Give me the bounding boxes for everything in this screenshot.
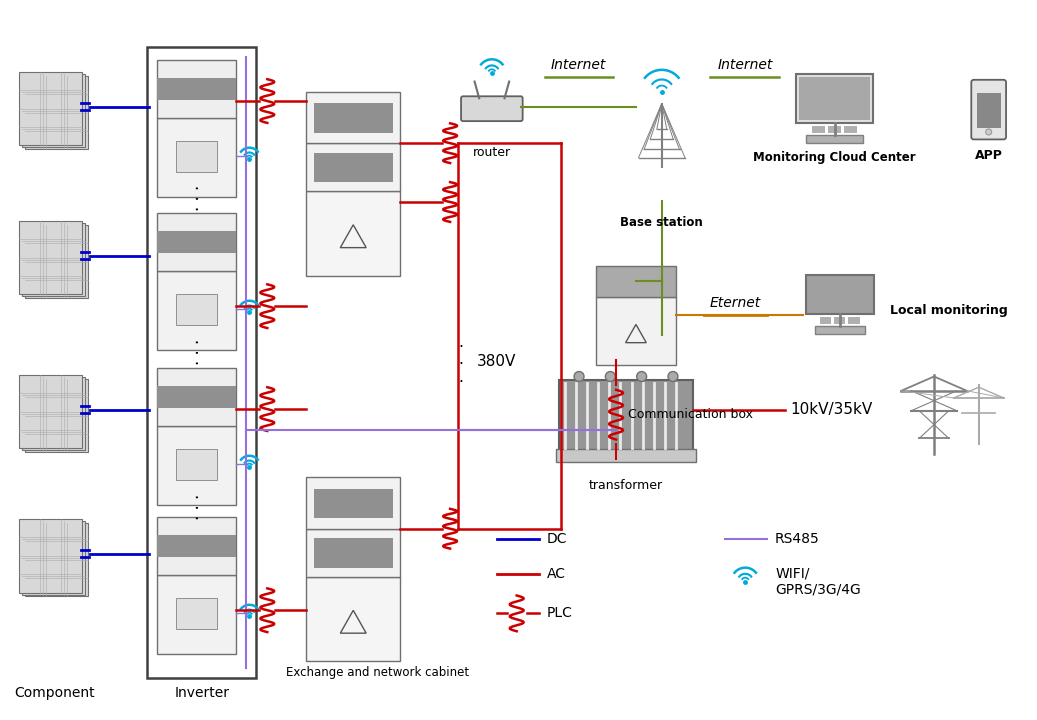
Bar bbox=[848, 318, 860, 324]
Bar bbox=[176, 449, 218, 480]
Bar bbox=[25, 76, 88, 149]
Text: Inverter: Inverter bbox=[174, 686, 229, 700]
Bar bbox=[22, 377, 85, 451]
Bar bbox=[306, 191, 400, 276]
Bar bbox=[157, 60, 236, 117]
Bar bbox=[844, 127, 858, 133]
Text: Eternet: Eternet bbox=[709, 297, 761, 310]
Bar bbox=[157, 517, 236, 575]
Text: Exchange and network cabinet: Exchange and network cabinet bbox=[286, 666, 469, 679]
Bar bbox=[556, 449, 696, 462]
Bar bbox=[596, 297, 676, 365]
Text: Base station: Base station bbox=[620, 216, 703, 229]
Bar bbox=[19, 375, 83, 449]
Text: · · ·: · · · bbox=[190, 339, 207, 365]
Text: Internet: Internet bbox=[551, 58, 606, 72]
Text: Component: Component bbox=[15, 686, 95, 700]
Circle shape bbox=[606, 372, 615, 382]
Bar bbox=[306, 528, 400, 577]
Bar bbox=[313, 539, 393, 568]
Bar bbox=[157, 231, 236, 253]
Bar bbox=[313, 489, 393, 518]
FancyBboxPatch shape bbox=[461, 96, 523, 121]
Text: router: router bbox=[473, 146, 511, 159]
Text: RS485: RS485 bbox=[775, 532, 820, 546]
Bar bbox=[596, 266, 676, 297]
Bar bbox=[22, 521, 85, 595]
Bar bbox=[806, 275, 873, 314]
Text: Internet: Internet bbox=[718, 58, 773, 72]
Text: ·
·
·: · · · bbox=[458, 340, 464, 390]
Bar bbox=[157, 368, 236, 426]
Bar bbox=[157, 536, 236, 557]
Bar bbox=[22, 223, 85, 297]
Text: AC: AC bbox=[546, 567, 565, 580]
Circle shape bbox=[986, 129, 991, 135]
Text: APP: APP bbox=[975, 149, 1003, 162]
Bar bbox=[176, 598, 218, 629]
Text: transformer: transformer bbox=[589, 480, 663, 492]
Bar bbox=[22, 74, 85, 148]
Text: Communication box: Communication box bbox=[628, 408, 753, 421]
Bar bbox=[157, 426, 236, 505]
Bar bbox=[157, 575, 236, 654]
Text: · · ·: · · · bbox=[190, 185, 207, 211]
Bar bbox=[819, 318, 831, 324]
Circle shape bbox=[668, 372, 678, 382]
Bar bbox=[306, 143, 400, 191]
Bar bbox=[798, 78, 870, 120]
Text: DC: DC bbox=[546, 532, 567, 546]
Text: PLC: PLC bbox=[546, 606, 572, 621]
FancyBboxPatch shape bbox=[972, 80, 1006, 140]
Bar bbox=[19, 519, 83, 593]
Text: Local monitoring: Local monitoring bbox=[891, 304, 1008, 317]
Bar bbox=[176, 141, 218, 171]
Text: 380V: 380V bbox=[477, 354, 516, 369]
Bar bbox=[796, 74, 873, 123]
Bar bbox=[25, 379, 88, 452]
Bar bbox=[306, 577, 400, 661]
Bar bbox=[157, 387, 236, 408]
Bar bbox=[313, 153, 393, 182]
Bar bbox=[19, 72, 83, 145]
Bar bbox=[806, 135, 863, 143]
Bar bbox=[812, 127, 824, 133]
Bar bbox=[306, 91, 400, 143]
Bar bbox=[834, 318, 845, 324]
Bar bbox=[25, 523, 88, 596]
Circle shape bbox=[574, 372, 584, 382]
Bar bbox=[157, 213, 236, 271]
Text: 10kV/35kV: 10kV/35kV bbox=[790, 402, 872, 417]
Bar bbox=[313, 103, 393, 133]
Circle shape bbox=[637, 372, 647, 382]
Bar bbox=[815, 326, 865, 334]
Bar bbox=[306, 477, 400, 528]
Bar bbox=[559, 380, 693, 451]
Text: Monitoring Cloud Center: Monitoring Cloud Center bbox=[753, 151, 916, 164]
Bar bbox=[25, 225, 88, 298]
Bar bbox=[147, 47, 256, 678]
Bar bbox=[977, 93, 1001, 128]
Bar bbox=[157, 78, 236, 100]
Bar bbox=[176, 294, 218, 325]
Text: · · ·: · · · bbox=[190, 494, 207, 520]
Bar bbox=[829, 127, 841, 133]
Bar bbox=[157, 117, 236, 197]
Bar bbox=[19, 221, 83, 294]
Text: WIFI/
GPRS/3G/4G: WIFI/ GPRS/3G/4G bbox=[775, 567, 861, 597]
Bar bbox=[157, 271, 236, 350]
